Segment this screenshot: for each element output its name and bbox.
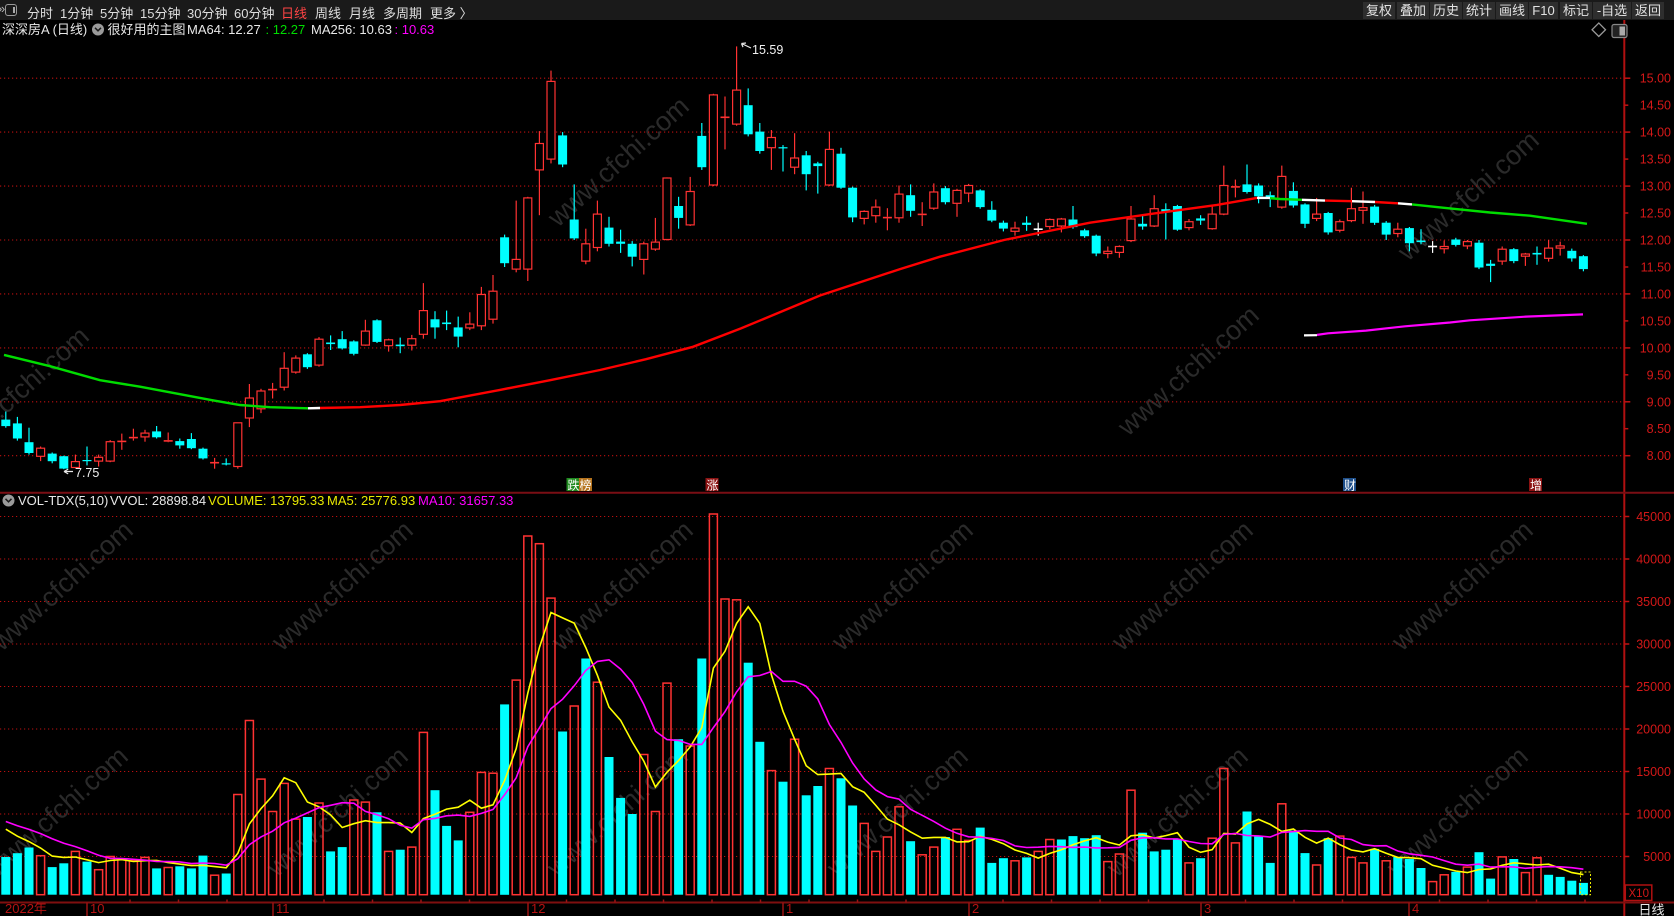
- svg-text:MA10: 31657.33: MA10: 31657.33: [418, 493, 513, 508]
- svg-text:深深房A (日线): 深深房A (日线): [2, 22, 87, 37]
- svg-text:5000: 5000: [1643, 850, 1671, 864]
- svg-text:www.cfchi.com: www.cfchi.com: [1385, 515, 1539, 657]
- svg-text:40000: 40000: [1636, 553, 1671, 567]
- svg-text:11: 11: [276, 901, 290, 916]
- svg-text:11.00: 11.00: [1641, 287, 1671, 301]
- svg-text:涨: 涨: [707, 478, 719, 493]
- svg-text:www.cfchi.com: www.cfchi.com: [1111, 300, 1265, 442]
- svg-text:11.50: 11.50: [1641, 261, 1671, 275]
- svg-text:13.50: 13.50: [1640, 153, 1671, 167]
- svg-text:日线: 日线: [1639, 903, 1665, 916]
- svg-text:12: 12: [531, 901, 545, 916]
- svg-text:财: 财: [1344, 479, 1356, 493]
- svg-text:增: 增: [1530, 479, 1542, 493]
- svg-text:25000: 25000: [1636, 680, 1671, 694]
- svg-text:15000: 15000: [1636, 765, 1671, 779]
- svg-text:10.50: 10.50: [1640, 314, 1671, 328]
- svg-text:8.50: 8.50: [1647, 422, 1671, 436]
- svg-text:45000: 45000: [1636, 510, 1671, 524]
- svg-text:www.cfchi.com: www.cfchi.com: [825, 515, 979, 657]
- svg-text:13.00: 13.00: [1640, 180, 1671, 194]
- svg-text:: 10.63: : 10.63: [395, 22, 435, 37]
- svg-text:15.00: 15.00: [1640, 72, 1671, 86]
- svg-text:跌榜: 跌榜: [568, 478, 592, 493]
- svg-text:www.cfchi.com: www.cfchi.com: [1105, 515, 1259, 657]
- svg-text:MA256: 10.63: MA256: 10.63: [311, 22, 392, 37]
- svg-text:10.00: 10.00: [1640, 341, 1671, 355]
- svg-text:10000: 10000: [1636, 808, 1671, 822]
- svg-text:9.00: 9.00: [1647, 395, 1671, 409]
- svg-text:12.00: 12.00: [1640, 234, 1671, 248]
- svg-text:3: 3: [1204, 901, 1211, 916]
- svg-text:35000: 35000: [1636, 595, 1671, 609]
- svg-text:www.cfchi.com: www.cfchi.com: [265, 515, 419, 657]
- svg-text:MA64: 12.27: MA64: 12.27: [187, 22, 261, 37]
- svg-text:20000: 20000: [1636, 723, 1671, 737]
- svg-text:MA5: 25776.93: MA5: 25776.93: [327, 493, 415, 508]
- svg-text:VVOL: 28898.84: VVOL: 28898.84: [110, 493, 206, 508]
- svg-text:10: 10: [90, 901, 104, 916]
- svg-text:14.50: 14.50: [1640, 99, 1671, 113]
- svg-text:8.00: 8.00: [1647, 449, 1671, 463]
- svg-text:14.00: 14.00: [1640, 126, 1671, 140]
- svg-text:1: 1: [786, 901, 793, 916]
- svg-text:30000: 30000: [1636, 638, 1671, 652]
- svg-text:9.50: 9.50: [1647, 368, 1671, 382]
- svg-text:12.50: 12.50: [1640, 207, 1671, 221]
- svg-text:15.59: 15.59: [752, 43, 783, 57]
- svg-text:: 12.27: : 12.27: [266, 22, 306, 37]
- svg-text:www.cfchi.com: www.cfchi.com: [0, 515, 139, 657]
- svg-text:VOLUME: 13795.33: VOLUME: 13795.33: [208, 493, 324, 508]
- svg-text:7.75: 7.75: [75, 466, 99, 480]
- svg-text:2022年: 2022年: [5, 901, 47, 916]
- svg-text:X10: X10: [1629, 888, 1649, 900]
- svg-text:VOL-TDX(5,10): VOL-TDX(5,10): [18, 493, 108, 508]
- svg-text:很好用的主图: 很好用的主图: [108, 22, 186, 37]
- svg-text:www.cfchi.com: www.cfchi.com: [0, 321, 95, 463]
- svg-text:www.cfchi.com: www.cfchi.com: [260, 741, 414, 883]
- svg-text:4: 4: [1412, 901, 1419, 916]
- svg-text:www.cfchi.com: www.cfchi.com: [545, 515, 699, 657]
- svg-text:2: 2: [972, 901, 979, 916]
